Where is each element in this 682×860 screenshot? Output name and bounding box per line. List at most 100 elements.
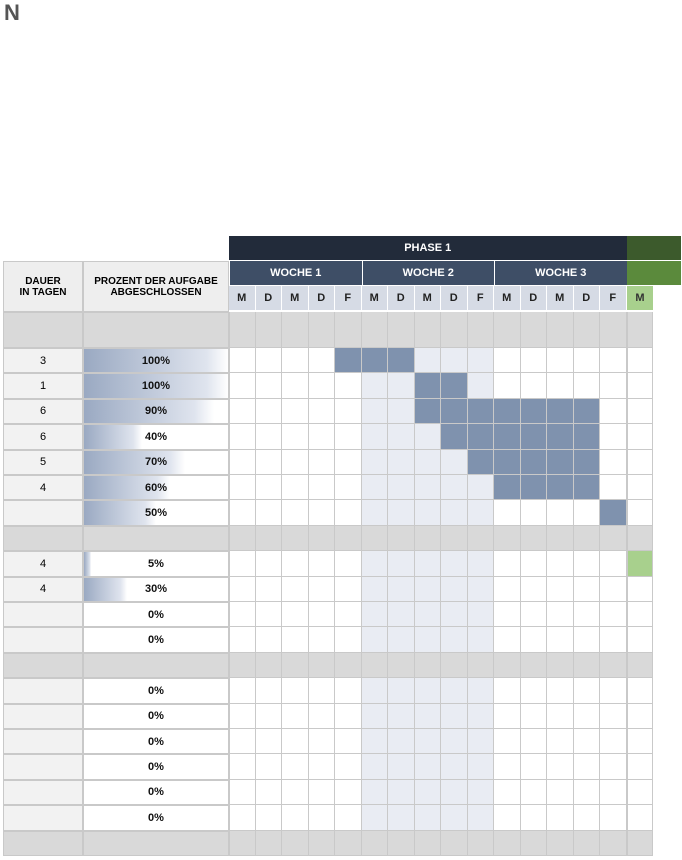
gantt-cell[interactable]: [467, 805, 494, 831]
gantt-cell[interactable]: [573, 348, 600, 374]
duration-cell[interactable]: 4: [3, 576, 83, 602]
gantt-cell[interactable]: [388, 398, 415, 425]
gantt-cell[interactable]: [361, 348, 388, 374]
gantt-cell[interactable]: [308, 424, 335, 450]
section-gantt-cell[interactable]: [467, 525, 494, 552]
gantt-cell[interactable]: [547, 475, 574, 501]
next-week-cell[interactable]: [627, 373, 653, 399]
section-gantt-cell[interactable]: [414, 652, 441, 679]
gantt-cell[interactable]: [467, 449, 494, 475]
gantt-cell[interactable]: [282, 627, 309, 653]
gantt-cell[interactable]: [547, 373, 574, 399]
section-gantt-cell[interactable]: [388, 830, 415, 856]
gantt-cell[interactable]: [600, 449, 627, 475]
gantt-cell[interactable]: [255, 627, 282, 653]
gantt-cell[interactable]: [229, 779, 256, 806]
gantt-cell[interactable]: [361, 373, 388, 399]
gantt-cell[interactable]: [361, 703, 388, 729]
next-week-cell[interactable]: [627, 602, 653, 628]
gantt-cell[interactable]: [282, 678, 309, 704]
gantt-cell[interactable]: [414, 627, 441, 653]
gantt-cell[interactable]: [308, 449, 335, 475]
gantt-cell[interactable]: [388, 373, 415, 399]
gantt-cell[interactable]: [361, 576, 388, 602]
gantt-cell[interactable]: [547, 398, 574, 425]
gantt-cell[interactable]: [282, 500, 309, 526]
gantt-cell[interactable]: [414, 475, 441, 501]
section-percent-cell[interactable]: [83, 525, 229, 552]
gantt-cell[interactable]: [573, 678, 600, 704]
gantt-cell[interactable]: [573, 551, 600, 577]
gantt-cell[interactable]: [573, 500, 600, 526]
gantt-cell[interactable]: [255, 500, 282, 526]
gantt-cell[interactable]: [520, 703, 547, 729]
next-week-cell[interactable]: [627, 424, 653, 450]
gantt-cell[interactable]: [388, 551, 415, 577]
gantt-cell[interactable]: [414, 348, 441, 374]
duration-cell[interactable]: 4: [3, 475, 83, 501]
gantt-cell[interactable]: [547, 729, 574, 755]
next-week-cell[interactable]: [627, 805, 653, 831]
section-duration-cell[interactable]: [3, 830, 83, 856]
gantt-cell[interactable]: [361, 475, 388, 501]
gantt-cell[interactable]: [335, 627, 362, 653]
duration-cell[interactable]: 4: [3, 551, 83, 577]
gantt-cell[interactable]: [600, 602, 627, 628]
gantt-cell[interactable]: [467, 754, 494, 780]
gantt-cell[interactable]: [600, 779, 627, 806]
gantt-cell[interactable]: [229, 373, 256, 399]
gantt-cell[interactable]: [520, 551, 547, 577]
gantt-cell[interactable]: [335, 602, 362, 628]
section-percent-cell[interactable]: [83, 830, 229, 856]
gantt-cell[interactable]: [573, 576, 600, 602]
gantt-cell[interactable]: [388, 576, 415, 602]
gantt-cell[interactable]: [388, 678, 415, 704]
gantt-cell[interactable]: [573, 729, 600, 755]
percent-cell[interactable]: 0%: [83, 729, 229, 755]
gantt-cell[interactable]: [573, 779, 600, 806]
gantt-cell[interactable]: [494, 627, 521, 653]
section-gantt-cell[interactable]: [414, 312, 441, 348]
gantt-cell[interactable]: [494, 475, 521, 501]
section-gantt-cell[interactable]: [361, 312, 388, 348]
next-week-cell[interactable]: [627, 398, 653, 425]
gantt-cell[interactable]: [361, 424, 388, 450]
gantt-cell[interactable]: [335, 398, 362, 425]
percent-cell[interactable]: 5%: [83, 551, 229, 577]
gantt-cell[interactable]: [441, 805, 468, 831]
percent-cell[interactable]: 0%: [83, 627, 229, 653]
gantt-cell[interactable]: [388, 754, 415, 780]
gantt-cell[interactable]: [494, 703, 521, 729]
gantt-cell[interactable]: [308, 779, 335, 806]
gantt-cell[interactable]: [600, 576, 627, 602]
gantt-cell[interactable]: [255, 754, 282, 780]
gantt-cell[interactable]: [255, 805, 282, 831]
percent-cell[interactable]: 0%: [83, 754, 229, 780]
section-gantt-cell[interactable]: [547, 830, 574, 856]
section-gantt-cell[interactable]: [308, 830, 335, 856]
gantt-cell[interactable]: [441, 602, 468, 628]
percent-cell[interactable]: 40%: [83, 424, 229, 450]
gantt-cell[interactable]: [255, 348, 282, 374]
gantt-cell[interactable]: [255, 602, 282, 628]
gantt-cell[interactable]: [494, 398, 521, 425]
gantt-cell[interactable]: [229, 576, 256, 602]
gantt-cell[interactable]: [361, 678, 388, 704]
gantt-cell[interactable]: [441, 424, 468, 450]
section-gantt-cell[interactable]: [600, 525, 627, 552]
gantt-cell[interactable]: [441, 449, 468, 475]
section-gantt-cell[interactable]: [361, 830, 388, 856]
gantt-cell[interactable]: [520, 627, 547, 653]
percent-cell[interactable]: 100%: [83, 373, 229, 399]
duration-cell[interactable]: [3, 703, 83, 729]
gantt-cell[interactable]: [414, 424, 441, 450]
gantt-cell[interactable]: [282, 602, 309, 628]
duration-cell[interactable]: [3, 500, 83, 526]
gantt-cell[interactable]: [467, 602, 494, 628]
gantt-cell[interactable]: [467, 779, 494, 806]
next-week-cell[interactable]: [627, 551, 653, 577]
gantt-cell[interactable]: [361, 602, 388, 628]
gantt-cell[interactable]: [229, 602, 256, 628]
percent-cell[interactable]: 60%: [83, 475, 229, 501]
gantt-cell[interactable]: [308, 602, 335, 628]
